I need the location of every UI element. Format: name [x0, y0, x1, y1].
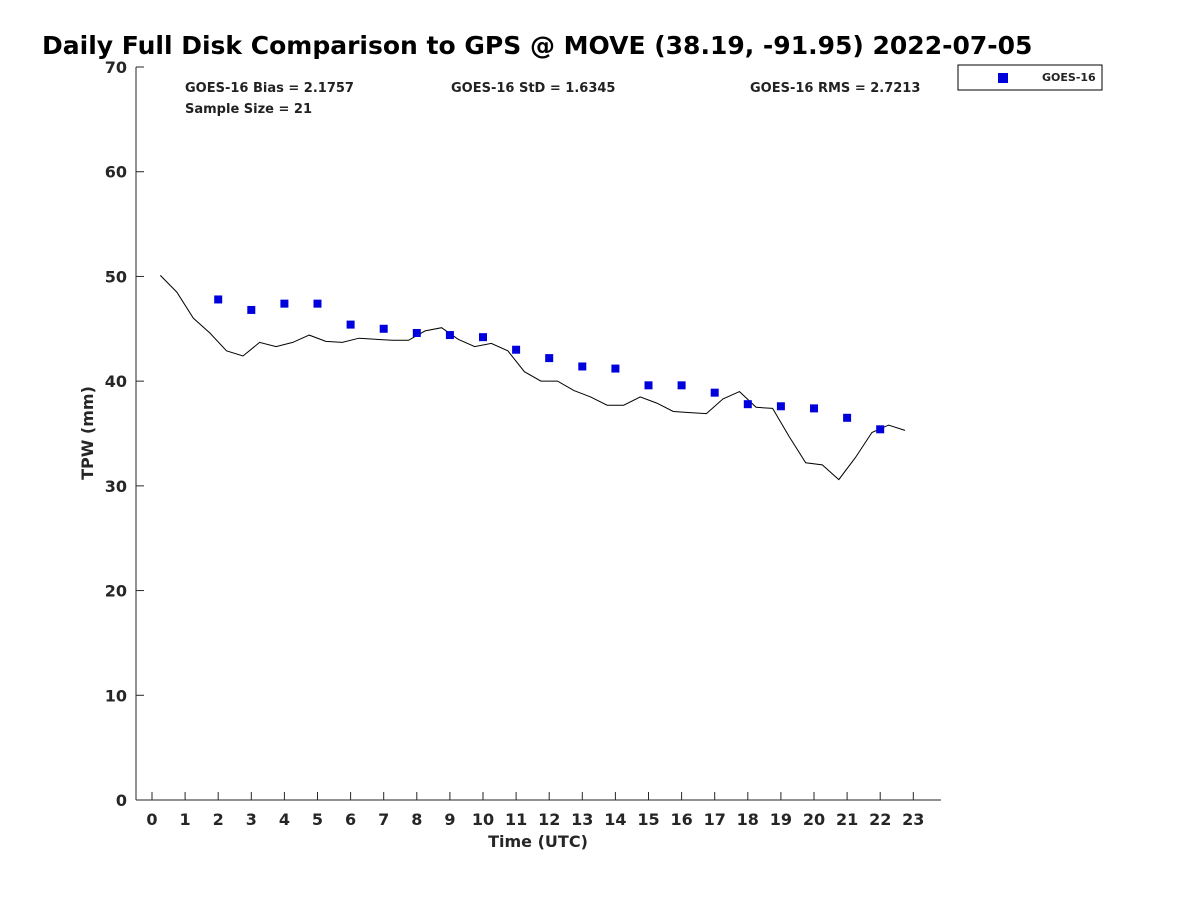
goes-16-point [710, 388, 719, 397]
x-tick-label: 13 [571, 810, 593, 829]
x-tick-label: 0 [146, 810, 157, 829]
goes-16-point [214, 295, 223, 304]
legend-label: GOES-16 [1042, 71, 1096, 84]
legend: GOES-16 [957, 64, 1103, 91]
x-tick-label: 9 [444, 810, 455, 829]
x-tick-label: 19 [770, 810, 792, 829]
stat-bias: GOES-16 Bias = 2.1757 [185, 81, 354, 96]
x-tick-label: 8 [411, 810, 422, 829]
y-tick-label: 70 [105, 58, 127, 77]
goes-16-point [578, 362, 587, 371]
goes-16-point [743, 400, 752, 409]
x-tick-label: 23 [902, 810, 924, 829]
x-tick-label: 11 [505, 810, 527, 829]
goes-16-point [545, 354, 554, 363]
goes-16-points [214, 295, 885, 434]
gps-tpw-line-path [159, 275, 906, 481]
goes-16-point [247, 305, 256, 314]
y-axis-label: TPW (mm) [78, 386, 97, 480]
y-tick-label: 20 [105, 582, 127, 601]
goes-16-point [810, 404, 818, 413]
x-tick-label: 7 [378, 810, 389, 829]
x-ticks: 0 1 2 3 4 5 6 7 8 9 10 11 12 13 14 15 16 17 18 19 20 21 22 23 [146, 792, 924, 829]
goes-16-point [346, 320, 355, 329]
x-tick-label: 2 [213, 810, 224, 829]
goes-16-point [776, 402, 785, 411]
x-tick-label: 1 [180, 810, 191, 829]
goes-16-point [479, 333, 487, 342]
x-tick-label: 3 [246, 810, 257, 829]
goes-16-point [445, 331, 454, 340]
y-tick-label: 0 [116, 791, 127, 810]
x-axis-label: Time (UTC) [488, 832, 588, 851]
goes-16-point [611, 364, 620, 373]
chart-title: Daily Full Disk Comparison to GPS @ MOVE… [42, 31, 1032, 60]
y-ticks: 0 10 20 30 40 50 60 70 [105, 58, 144, 810]
y-tick-label: 10 [105, 686, 127, 705]
legend-box [957, 64, 1103, 91]
goes-16-point [412, 328, 421, 337]
goes-16-point [876, 425, 885, 434]
y-tick-label: 50 [105, 267, 127, 286]
x-tick-label: 18 [737, 810, 759, 829]
x-tick-label: 17 [704, 810, 726, 829]
goes-16-point [843, 413, 852, 422]
x-tick-label: 20 [803, 810, 825, 829]
x-tick-label: 6 [345, 810, 356, 829]
goes-16-point [379, 324, 388, 333]
x-tick-label: 21 [836, 810, 858, 829]
y-tick-label: 60 [105, 163, 127, 182]
stat-std: GOES-16 StD = 1.6345 [451, 81, 615, 96]
stat-rms: GOES-16 RMS = 2.7213 [750, 81, 920, 96]
x-tick-label: 10 [472, 810, 494, 829]
stat-sample-size: Sample Size = 21 [185, 102, 312, 117]
x-tick-label: 12 [538, 810, 560, 829]
x-tick-label: 14 [604, 810, 626, 829]
x-tick-label: 16 [670, 810, 692, 829]
gps-tpw-line [159, 275, 906, 481]
x-tick-label: 5 [312, 810, 323, 829]
x-tick-label: 15 [637, 810, 659, 829]
goes-16-point [512, 345, 521, 354]
goes-16-point [644, 381, 653, 390]
y-tick-label: 30 [105, 477, 127, 496]
y-tick-label: 40 [105, 372, 127, 391]
x-tick-label: 4 [279, 810, 290, 829]
goes-16-point [313, 299, 322, 308]
goes-16-point [280, 299, 289, 308]
x-tick-label: 22 [869, 810, 891, 829]
legend-marker [998, 73, 1008, 83]
goes-16-point [677, 381, 686, 390]
